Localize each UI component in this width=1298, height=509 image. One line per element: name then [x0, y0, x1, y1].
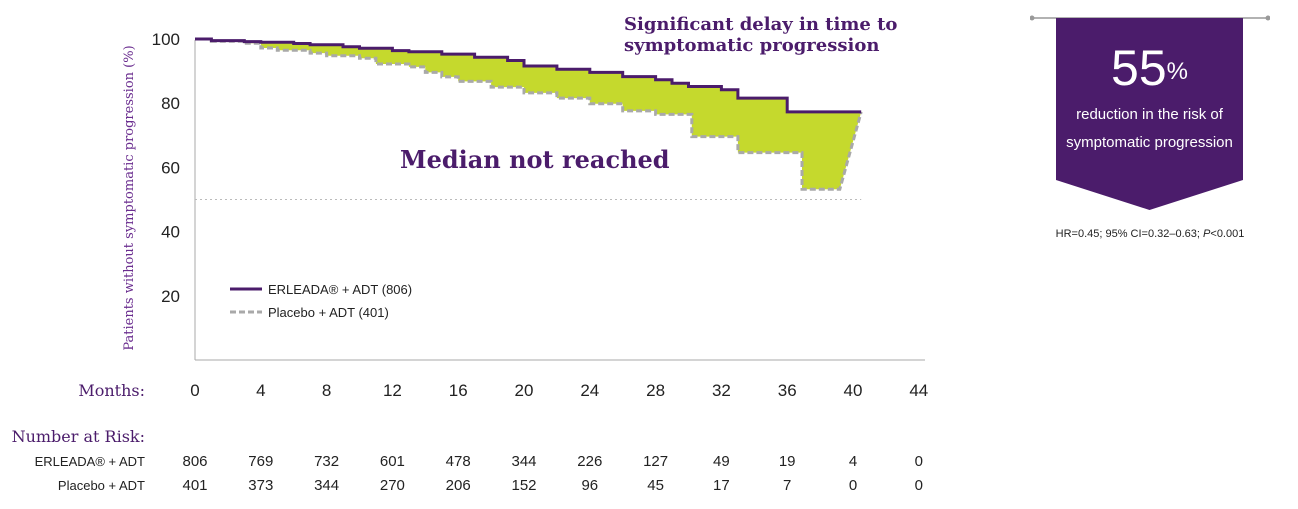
- percent-value: 55: [1111, 40, 1167, 96]
- y-tick-labels: 20 40 60 80 100: [152, 30, 180, 306]
- x-tick-label-0: 0: [190, 381, 199, 400]
- risk-value-erleada-40: 4: [849, 453, 857, 470]
- x-tick-label-20: 20: [515, 381, 534, 400]
- risk-value-erleada-8: 732: [314, 453, 339, 470]
- x-tick-label-24: 24: [580, 381, 599, 400]
- x-axis-label: Months:: [78, 381, 145, 400]
- risk-value-erleada-36: 19: [779, 453, 796, 470]
- y-tick-label-40: 40: [161, 223, 180, 242]
- risk-value-placebo-12: 270: [380, 477, 405, 494]
- risk-value-erleada-32: 49: [713, 453, 730, 470]
- risk-value-erleada-20: 344: [511, 453, 536, 470]
- x-tick-label-44: 44: [909, 381, 928, 400]
- risk-value-erleada-0: 806: [182, 453, 207, 470]
- risk-value-erleada-16: 478: [446, 453, 471, 470]
- risk-value-erleada-44: 0: [915, 453, 923, 470]
- x-tick-label-4: 4: [256, 381, 265, 400]
- x-tick-label-32: 32: [712, 381, 731, 400]
- banner-graphic: [1030, 15, 1270, 210]
- risk-value-placebo-40: 0: [849, 477, 857, 494]
- banner-rod-end-left: [1030, 15, 1035, 21]
- hazard-reduction-percent: 55%: [1056, 40, 1243, 96]
- banner-caption-line1: reduction in the risk of: [1076, 106, 1223, 123]
- chart-title-line2: symptomatic progression: [624, 35, 879, 56]
- erleada-curve: [195, 37, 862, 114]
- legend: ERLEADA® + ADT (806) Placebo + ADT (401): [230, 282, 412, 320]
- banner-rod-end-right: [1265, 15, 1270, 21]
- risk-value-placebo-4: 373: [248, 477, 273, 494]
- percent-sign: %: [1166, 58, 1188, 85]
- x-tick-label-12: 12: [383, 381, 402, 400]
- risk-value-erleada-4: 769: [248, 453, 273, 470]
- x-tick-label-40: 40: [844, 381, 863, 400]
- risk-value-placebo-24: 96: [581, 477, 598, 494]
- survival-difference-area: [195, 39, 862, 190]
- hr-ci-text: HR=0.45; 95% CI=0.32–0.63;: [1055, 228, 1204, 240]
- banner-ribbon: [1056, 18, 1243, 210]
- risk-value-placebo-28: 45: [647, 477, 664, 494]
- hazard-ratio-note: HR=0.45; 95% CI=0.32–0.63; P<0.001: [1030, 228, 1270, 240]
- risk-value-placebo-16: 206: [446, 477, 471, 494]
- y-tick-label-60: 60: [161, 158, 180, 177]
- p-label: P: [1203, 228, 1211, 240]
- risk-value-erleada-28: 127: [643, 453, 668, 470]
- risk-value-erleada-12: 601: [380, 453, 405, 470]
- risk-row-placebo-label: Placebo + ADT: [58, 478, 145, 493]
- risk-value-placebo-44: 0: [915, 477, 923, 494]
- risk-table-title: Number at Risk:: [12, 427, 145, 446]
- legend-erleada-label: ERLEADA® + ADT (806): [268, 282, 412, 297]
- risk-row-placebo-values: 401 373 344 270 206 152 96 45 17 7 0 0: [182, 477, 922, 494]
- x-tick-label-36: 36: [778, 381, 797, 400]
- banner-caption-line2: symptomatic progression: [1066, 134, 1233, 151]
- risk-value-placebo-36: 7: [783, 477, 791, 494]
- median-annotation: Median not reached: [400, 145, 670, 174]
- placebo-curve: [195, 37, 863, 191]
- x-tick-label-8: 8: [322, 381, 331, 400]
- km-chart: Patients without symptomatic progression…: [12, 14, 929, 494]
- risk-row-erleada-label: ERLEADA® + ADT: [35, 454, 145, 469]
- risk-row-erleada-values: 806 769 732 601 478 344 226 127 49 19 4 0: [182, 453, 922, 470]
- x-tick-labels: 0 4 8 12 16 20 24 28 32 36 40 44: [190, 381, 928, 400]
- risk-value-placebo-32: 17: [713, 477, 730, 494]
- legend-placebo-label: Placebo + ADT (401): [268, 305, 389, 320]
- risk-value-placebo-0: 401: [182, 477, 207, 494]
- risk-value-placebo-20: 152: [511, 477, 536, 494]
- y-tick-label-80: 80: [161, 94, 180, 113]
- y-tick-label-100: 100: [152, 30, 180, 49]
- y-tick-label-20: 20: [161, 287, 180, 306]
- x-tick-label-28: 28: [646, 381, 665, 400]
- risk-value-erleada-24: 226: [577, 453, 602, 470]
- risk-value-placebo-8: 344: [314, 477, 339, 494]
- p-value: <0.001: [1210, 228, 1245, 240]
- y-axis-label: Patients without symptomatic progression…: [122, 45, 137, 350]
- chart-title-line1: Significant delay in time to: [624, 14, 897, 35]
- hazard-reduction-banner: 55% reduction in the risk of symptomatic…: [1030, 10, 1270, 220]
- x-tick-label-16: 16: [449, 381, 468, 400]
